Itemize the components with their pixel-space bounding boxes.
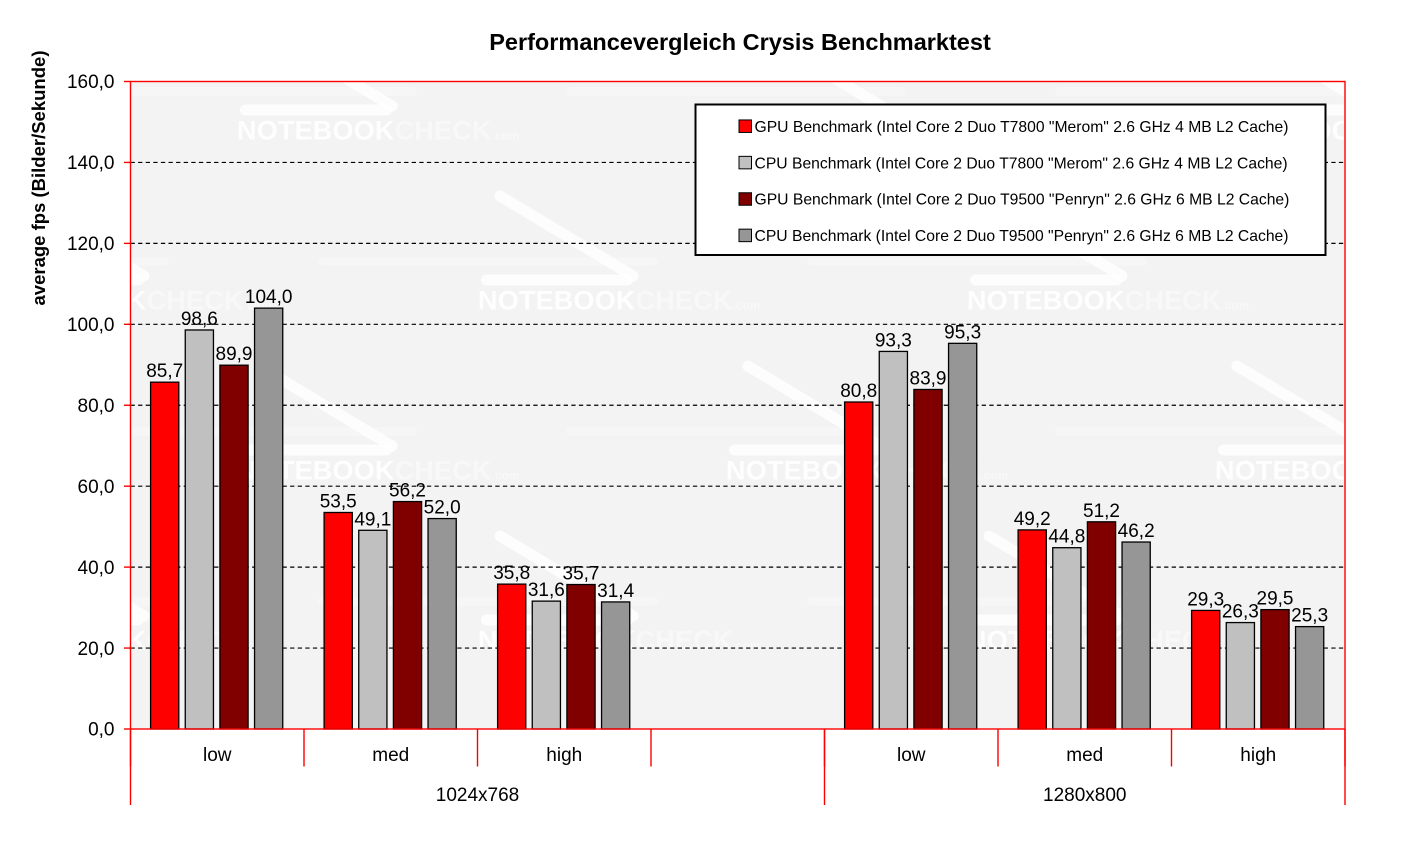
svg-text:26,3: 26,3: [1222, 602, 1259, 623]
svg-text:NOTEBOOKCHECK.com: NOTEBOOKCHECK.com: [1215, 456, 1415, 486]
svg-text:46,2: 46,2: [1118, 521, 1155, 542]
svg-text:1280x800: 1280x800: [1043, 785, 1126, 806]
svg-text:56,2: 56,2: [389, 481, 426, 502]
svg-text:51,2: 51,2: [1083, 501, 1120, 522]
svg-text:100,0: 100,0: [67, 315, 115, 336]
svg-text:35,7: 35,7: [563, 564, 600, 585]
svg-text:average fps (Bilder/Sekunde): average fps (Bilder/Sekunde): [28, 51, 49, 306]
svg-text:49,2: 49,2: [1014, 509, 1051, 530]
svg-text:CPU Benchmark (Intel Core 2 Du: CPU Benchmark (Intel Core 2 Duo T7800 "M…: [755, 155, 1288, 172]
svg-text:CPU Benchmark (Intel Core 2 Du: CPU Benchmark (Intel Core 2 Duo T9500 "P…: [755, 228, 1289, 245]
svg-text:Performancevergleich Crysis Be: Performancevergleich Crysis Benchmarktes…: [489, 29, 991, 55]
svg-text:GPU Benchmark (Intel Core 2 Du: GPU Benchmark (Intel Core 2 Duo T7800 "M…: [755, 119, 1289, 136]
svg-text:med: med: [1066, 745, 1103, 766]
svg-text:29,3: 29,3: [1187, 589, 1224, 610]
svg-text:160,0: 160,0: [67, 72, 115, 93]
svg-text:GPU Benchmark (Intel Core 2 Du: GPU Benchmark (Intel Core 2 Duo T9500 "P…: [755, 192, 1290, 209]
svg-text:29,5: 29,5: [1257, 589, 1294, 610]
svg-text:31,4: 31,4: [597, 581, 634, 602]
svg-text:80,0: 80,0: [78, 396, 115, 417]
svg-text:93,3: 93,3: [875, 330, 912, 351]
svg-text:95,3: 95,3: [944, 322, 981, 343]
svg-text:52,0: 52,0: [424, 498, 461, 519]
svg-text:high: high: [546, 745, 582, 766]
svg-text:35,8: 35,8: [493, 563, 530, 584]
svg-text:31,6: 31,6: [528, 580, 565, 601]
svg-text:80,8: 80,8: [840, 381, 877, 402]
svg-text:NOTEBOOKCHECK.com: NOTEBOOKCHECK.com: [967, 286, 1249, 316]
svg-text:40,0: 40,0: [78, 558, 115, 579]
svg-text:83,9: 83,9: [910, 368, 947, 389]
svg-text:104,0: 104,0: [245, 287, 293, 308]
svg-text:85,7: 85,7: [146, 361, 183, 382]
svg-text:med: med: [372, 745, 409, 766]
svg-text:NOTEBOOKCHECK.com: NOTEBOOKCHECK.com: [478, 286, 760, 316]
svg-text:low: low: [203, 745, 232, 766]
svg-text:120,0: 120,0: [67, 234, 115, 255]
svg-text:25,3: 25,3: [1291, 606, 1328, 627]
svg-text:high: high: [1240, 745, 1276, 766]
svg-text:53,5: 53,5: [320, 491, 357, 512]
svg-text:20,0: 20,0: [78, 639, 115, 660]
svg-text:49,1: 49,1: [354, 509, 391, 530]
svg-text:60,0: 60,0: [78, 477, 115, 498]
svg-text:44,8: 44,8: [1048, 527, 1085, 548]
svg-text:98,6: 98,6: [181, 309, 218, 330]
svg-text:1024x768: 1024x768: [436, 785, 519, 806]
svg-text:NOTEBOOKCHECK.com: NOTEBOOKCHECK.com: [0, 286, 271, 316]
svg-text:NOTEBOOKCHECK.com: NOTEBOOKCHECK.com: [237, 116, 519, 146]
svg-text:140,0: 140,0: [67, 153, 115, 174]
svg-text:0,0: 0,0: [88, 720, 114, 741]
svg-text:low: low: [897, 745, 926, 766]
svg-text:89,9: 89,9: [216, 344, 253, 365]
